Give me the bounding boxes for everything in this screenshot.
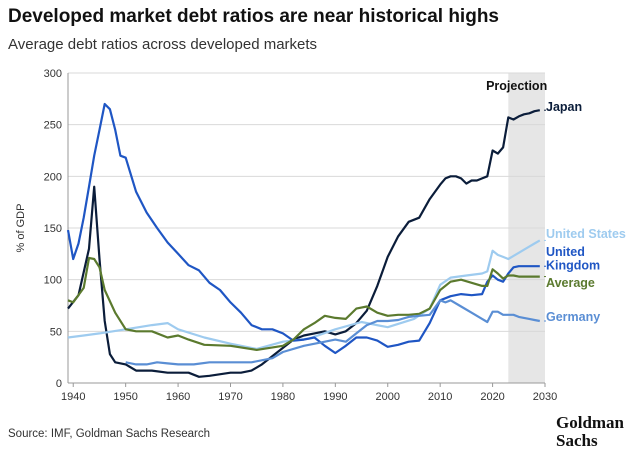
y-tick-label: 300 [44,68,62,80]
series-label-united-states: United States [546,227,626,241]
x-tick-label: 1950 [113,391,137,403]
y-tick-label: 150 [44,223,62,235]
chart-subtitle: Average debt ratios across developed mar… [8,36,318,53]
series-line-japan [67,109,541,378]
x-tick-label: 1960 [166,391,190,403]
y-tick-label: 50 [50,326,62,338]
series-line-germany [125,299,541,366]
series-label-germany: Germany [546,310,600,324]
projection-label: Projection [486,79,547,93]
logo-line-1: Goldman [556,413,625,432]
x-tick-label: 1980 [271,391,295,403]
y-tick-label: 250 [44,120,62,132]
x-tick-label: 2030 [533,391,557,403]
x-tick-label: 1940 [61,391,85,403]
series-label-united-kingdom: Kingdom [546,259,600,273]
series-label-united-kingdom: United [546,245,585,259]
x-tick-label: 2000 [376,391,400,403]
y-tick-label: 0 [56,378,62,390]
x-tick-label: 2010 [428,391,452,403]
chart-title: Developed market debt ratios are near hi… [8,6,499,27]
x-tick-label: 1970 [218,391,242,403]
logo-line-2: Sachs [556,431,598,450]
y-tick-label: 100 [44,275,62,287]
x-tick-label: 1990 [323,391,347,403]
y-axis-label: % of GDP [15,204,27,253]
series-line-average [67,256,540,351]
series-label-average: Average [546,276,595,290]
x-tick-label: 2020 [480,391,504,403]
source-note: Source: IMF, Goldman Sachs Research [8,428,210,440]
series-line-united-states [67,239,541,350]
series-label-japan: Japan [546,100,582,114]
goldman-sachs-logo: Goldman Sachs [556,414,636,450]
y-tick-label: 200 [44,171,62,183]
